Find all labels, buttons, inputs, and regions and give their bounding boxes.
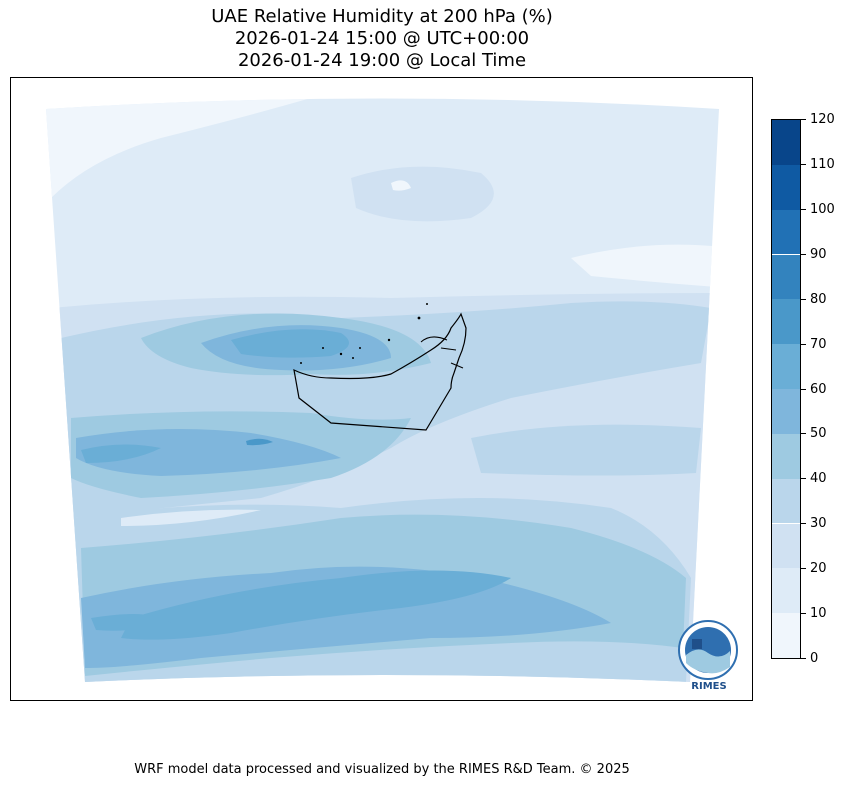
colorbar-segment <box>772 433 800 479</box>
colorbar-tick-label: 120 <box>801 113 835 127</box>
emirate-borders <box>420 336 464 369</box>
colorbar-tick-mark <box>801 613 806 615</box>
colorbar-tick-text: 10 <box>810 606 827 622</box>
contour-layers <box>46 98 719 682</box>
rimes-logo: RIMES <box>678 620 738 692</box>
colorbar-tick-text: 20 <box>810 561 827 577</box>
contour-60-70-north <box>231 329 349 358</box>
contour-0-10-nw <box>46 98 311 198</box>
colorbar-segment <box>772 478 800 524</box>
colorbar-segment <box>772 120 800 165</box>
title-line-2: 2026-01-24 15:00 @ UTC+00:00 <box>234 28 530 49</box>
colorbar-tick-text: 40 <box>810 471 827 487</box>
contour-60-70-west <box>81 444 161 463</box>
colorbar-tick-label: 70 <box>801 336 827 352</box>
colorbar-tick-text: 0 <box>810 651 819 666</box>
colorbar-tick-label: 90 <box>801 246 827 262</box>
colorbar-tick-mark <box>801 523 806 525</box>
logo-text: RIMES <box>691 681 726 692</box>
title-line-1: UAE Relative Humidity at 200 hPa (%) <box>211 6 553 27</box>
colorbar-tick-mark <box>801 433 806 435</box>
colorbar-tick-text: 50 <box>810 426 827 442</box>
map-panel: RIMES <box>10 77 753 701</box>
colorbar-segment <box>772 568 800 614</box>
colorbar-tick-label: 10 <box>801 607 827 621</box>
colorbar-tick-label: 0 <box>801 652 818 666</box>
uae-border <box>293 312 467 431</box>
contour-50-60-mid <box>76 429 341 476</box>
colorbar-segment <box>772 344 800 389</box>
colorbar-segment <box>772 209 800 255</box>
colorbar-tick-label: 20 <box>801 562 827 576</box>
colorbar-tick-mark <box>801 568 806 570</box>
colorbar-tick-mark <box>801 119 806 120</box>
contour-0-10-ne <box>571 244 719 288</box>
contour-10-20-patch <box>121 509 261 526</box>
colorbar-tick-text: 120 <box>810 112 835 127</box>
colorbar-tick-mark <box>801 343 806 345</box>
colorbar-tick-label: 110 <box>801 156 835 172</box>
colorbar-tick-mark <box>801 208 806 210</box>
contour-20-30-north <box>351 166 494 222</box>
colorbar-tick-mark <box>801 388 806 390</box>
contour-30-40-east <box>471 424 701 476</box>
footer-credit: WRF model data processed and visualized … <box>134 762 630 777</box>
islands <box>300 303 428 364</box>
colorbar-tick-mark <box>801 478 806 480</box>
colorbar-tick-text: 60 <box>810 381 827 397</box>
contour-70-80-spot <box>246 438 273 446</box>
colorbar-tick-text: 80 <box>810 291 827 307</box>
colorbar-tick-label: 30 <box>801 517 827 531</box>
colorbar-tick-text: 100 <box>810 201 835 217</box>
colorbar-tick-mark <box>801 163 806 165</box>
contour-60-70-south <box>121 570 511 640</box>
colorbar-tick-text: 30 <box>810 516 827 532</box>
colorbar-tick-label: 50 <box>801 427 827 441</box>
colorbar-tick-text: 70 <box>810 336 827 352</box>
colorbar <box>771 119 801 659</box>
colorbar-tick-label: 60 <box>801 381 827 397</box>
colorbar-segment <box>772 613 800 658</box>
colorbar-tick-mark <box>801 253 806 255</box>
humidity-map <box>46 98 719 682</box>
colorbar-tick-label: 80 <box>801 291 827 307</box>
colorbar-segment <box>772 254 800 300</box>
title-line-3: 2026-01-24 19:00 @ Local Time <box>237 50 527 71</box>
colorbar-segment <box>772 299 800 345</box>
chart-title: UAE Relative Humidity at 200 hPa (%) 202… <box>0 6 764 72</box>
colorbar-tick-text: 110 <box>810 156 835 172</box>
colorbar-tick-label: 100 <box>801 201 835 217</box>
contour-0-10-patch <box>391 180 411 191</box>
contour-60-70-sw <box>91 614 171 631</box>
colorbar-tick-mark <box>801 658 806 659</box>
colorbar-segment <box>772 164 800 210</box>
colorbar-segment <box>772 523 800 569</box>
colorbar-segment <box>772 389 800 434</box>
colorbar-tick-label: 40 <box>801 472 827 486</box>
colorbar-tick-mark <box>801 298 806 300</box>
colorbar-tick-text: 90 <box>810 246 827 262</box>
